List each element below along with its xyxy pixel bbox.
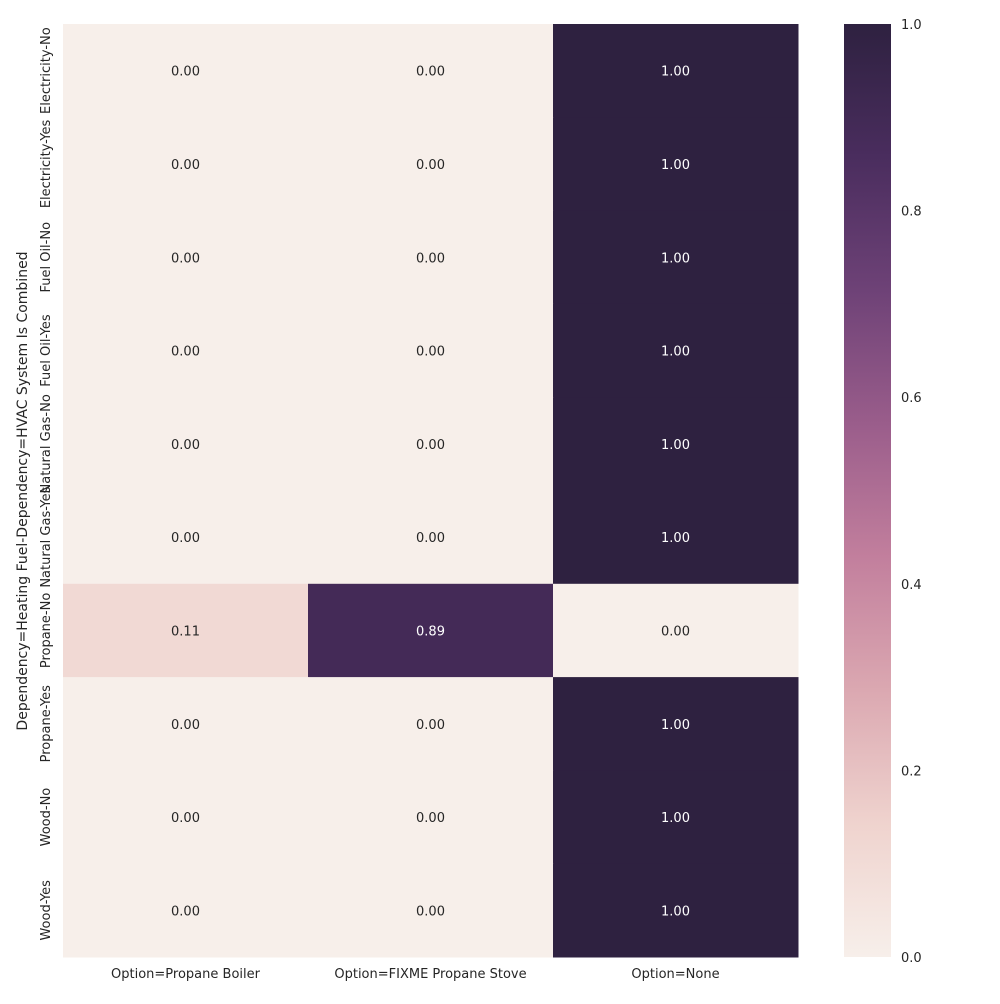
colorbar-tick-label: 0.4 bbox=[901, 578, 922, 593]
heatmap-cell bbox=[63, 490, 309, 585]
cell-value-label: 0.00 bbox=[171, 345, 200, 360]
heatmap-cell bbox=[553, 24, 799, 118]
heatmap-cell bbox=[63, 303, 309, 398]
cell-value-label: 1.00 bbox=[661, 531, 690, 546]
heatmap-cell bbox=[308, 117, 554, 212]
heatmap-cell bbox=[308, 863, 554, 958]
y-tick-label: Electricity-No bbox=[39, 27, 54, 114]
y-tick-labels: Electricity-No Electricity-Yes Fuel Oil-No… bbox=[39, 27, 54, 940]
y-tick-label: Propane-No bbox=[39, 593, 54, 668]
heatmap-cell bbox=[308, 490, 554, 585]
cell-value-label: 1.00 bbox=[661, 65, 690, 80]
cell-value-label: 0.00 bbox=[416, 65, 445, 80]
cell-value-label: 0.00 bbox=[171, 718, 200, 733]
colorbar-tick-label: 1.0 bbox=[901, 18, 922, 33]
y-tick-label: Fuel Oil-Yes bbox=[39, 314, 54, 387]
heatmap-cell bbox=[63, 210, 309, 305]
heatmap-cell bbox=[63, 583, 309, 678]
y-axis-label: Dependency=Heating Fuel-Dependency=HVAC … bbox=[15, 251, 31, 730]
heatmap-cell bbox=[308, 303, 554, 398]
cell-value-label: 0.00 bbox=[171, 251, 200, 266]
heatmap-cell bbox=[308, 583, 554, 678]
cell-value-label: 1.00 bbox=[661, 904, 690, 919]
cell-value-label: 0.00 bbox=[171, 904, 200, 919]
y-tick-label: Fuel Oil-No bbox=[39, 222, 54, 293]
colorbar-tick-label: 0.2 bbox=[901, 764, 922, 779]
cell-value-label: 0.00 bbox=[416, 904, 445, 919]
colorbar bbox=[844, 24, 891, 957]
cell-value-label: 0.00 bbox=[171, 531, 200, 546]
heatmap-cell bbox=[553, 303, 799, 398]
cell-value-label: 0.00 bbox=[416, 251, 445, 266]
heatmap-cell bbox=[553, 210, 799, 305]
cell-value-label: 0.89 bbox=[416, 624, 445, 639]
colorbar-tick-label: 0.6 bbox=[901, 391, 922, 406]
x-tick-label: Option=None bbox=[631, 967, 719, 982]
x-tick-labels: Option=Propane Boiler Option=FIXME Propan… bbox=[111, 967, 720, 982]
heatmap-cell bbox=[63, 397, 309, 491]
cell-value-label: 0.00 bbox=[416, 718, 445, 733]
heatmap-cells bbox=[63, 24, 799, 958]
cell-value-label: 1.00 bbox=[661, 345, 690, 360]
cell-value-label: 1.00 bbox=[661, 438, 690, 453]
heatmap-cell bbox=[553, 583, 799, 678]
colorbar-tick-labels: 0.0 0.2 0.4 0.6 0.8 1.0 bbox=[901, 18, 922, 966]
cell-value-label: 0.00 bbox=[416, 531, 445, 546]
cell-value-label: 0.00 bbox=[171, 438, 200, 453]
heatmap-cell bbox=[63, 24, 309, 118]
colorbar-tick-label: 0.8 bbox=[901, 205, 922, 220]
cell-value-label: 0.00 bbox=[416, 345, 445, 360]
heatmap-cell bbox=[308, 210, 554, 305]
heatmap-cell bbox=[308, 397, 554, 491]
y-tick-label: Wood-No bbox=[39, 788, 54, 847]
y-tick-label: Natural Gas-No bbox=[39, 394, 54, 493]
y-tick-label: Propane-Yes bbox=[39, 685, 54, 762]
cell-value-label: 1.00 bbox=[661, 718, 690, 733]
heatmap-cell bbox=[63, 770, 309, 865]
x-tick-label: Option=FIXME Propane Stove bbox=[334, 967, 526, 982]
y-tick-label: Electricity-Yes bbox=[39, 119, 54, 208]
heatmap-cell bbox=[308, 677, 554, 771]
heatmap-cell bbox=[63, 117, 309, 212]
cell-value-label: 0.00 bbox=[416, 438, 445, 453]
heatmap-cell bbox=[308, 24, 554, 118]
cell-value-label: 1.00 bbox=[661, 811, 690, 826]
cell-value-label: 0.00 bbox=[171, 811, 200, 826]
heatmap-cell bbox=[63, 863, 309, 958]
cell-value-label: 0.00 bbox=[416, 811, 445, 826]
cell-value-label: 1.00 bbox=[661, 251, 690, 266]
cell-value-label: 0.11 bbox=[171, 624, 200, 639]
colorbar-tick-label: 0.0 bbox=[901, 951, 922, 966]
heatmap-cell bbox=[63, 677, 309, 771]
heatmap-cell-labels: 0.00 0.00 1.00 0.00 0.00 1.00 0.00 0.00 1.00 0.00… bbox=[171, 65, 690, 920]
heatmap-cell bbox=[553, 117, 799, 212]
cell-value-label: 1.00 bbox=[661, 158, 690, 173]
cell-value-label: 0.00 bbox=[661, 624, 690, 639]
heatmap-cell bbox=[308, 770, 554, 865]
x-tick-label: Option=Propane Boiler bbox=[111, 967, 261, 982]
cell-value-label: 0.00 bbox=[171, 65, 200, 80]
cell-value-label: 0.00 bbox=[171, 158, 200, 173]
heatmap-cell bbox=[553, 490, 799, 585]
heatmap-cell bbox=[553, 863, 799, 958]
heatmap-cell bbox=[553, 397, 799, 491]
y-tick-label: Natural Gas-Yes bbox=[39, 486, 54, 587]
heatmap-cell bbox=[553, 677, 799, 771]
y-tick-label: Wood-Yes bbox=[39, 880, 54, 941]
heatmap-cell bbox=[553, 770, 799, 865]
cell-value-label: 0.00 bbox=[416, 158, 445, 173]
